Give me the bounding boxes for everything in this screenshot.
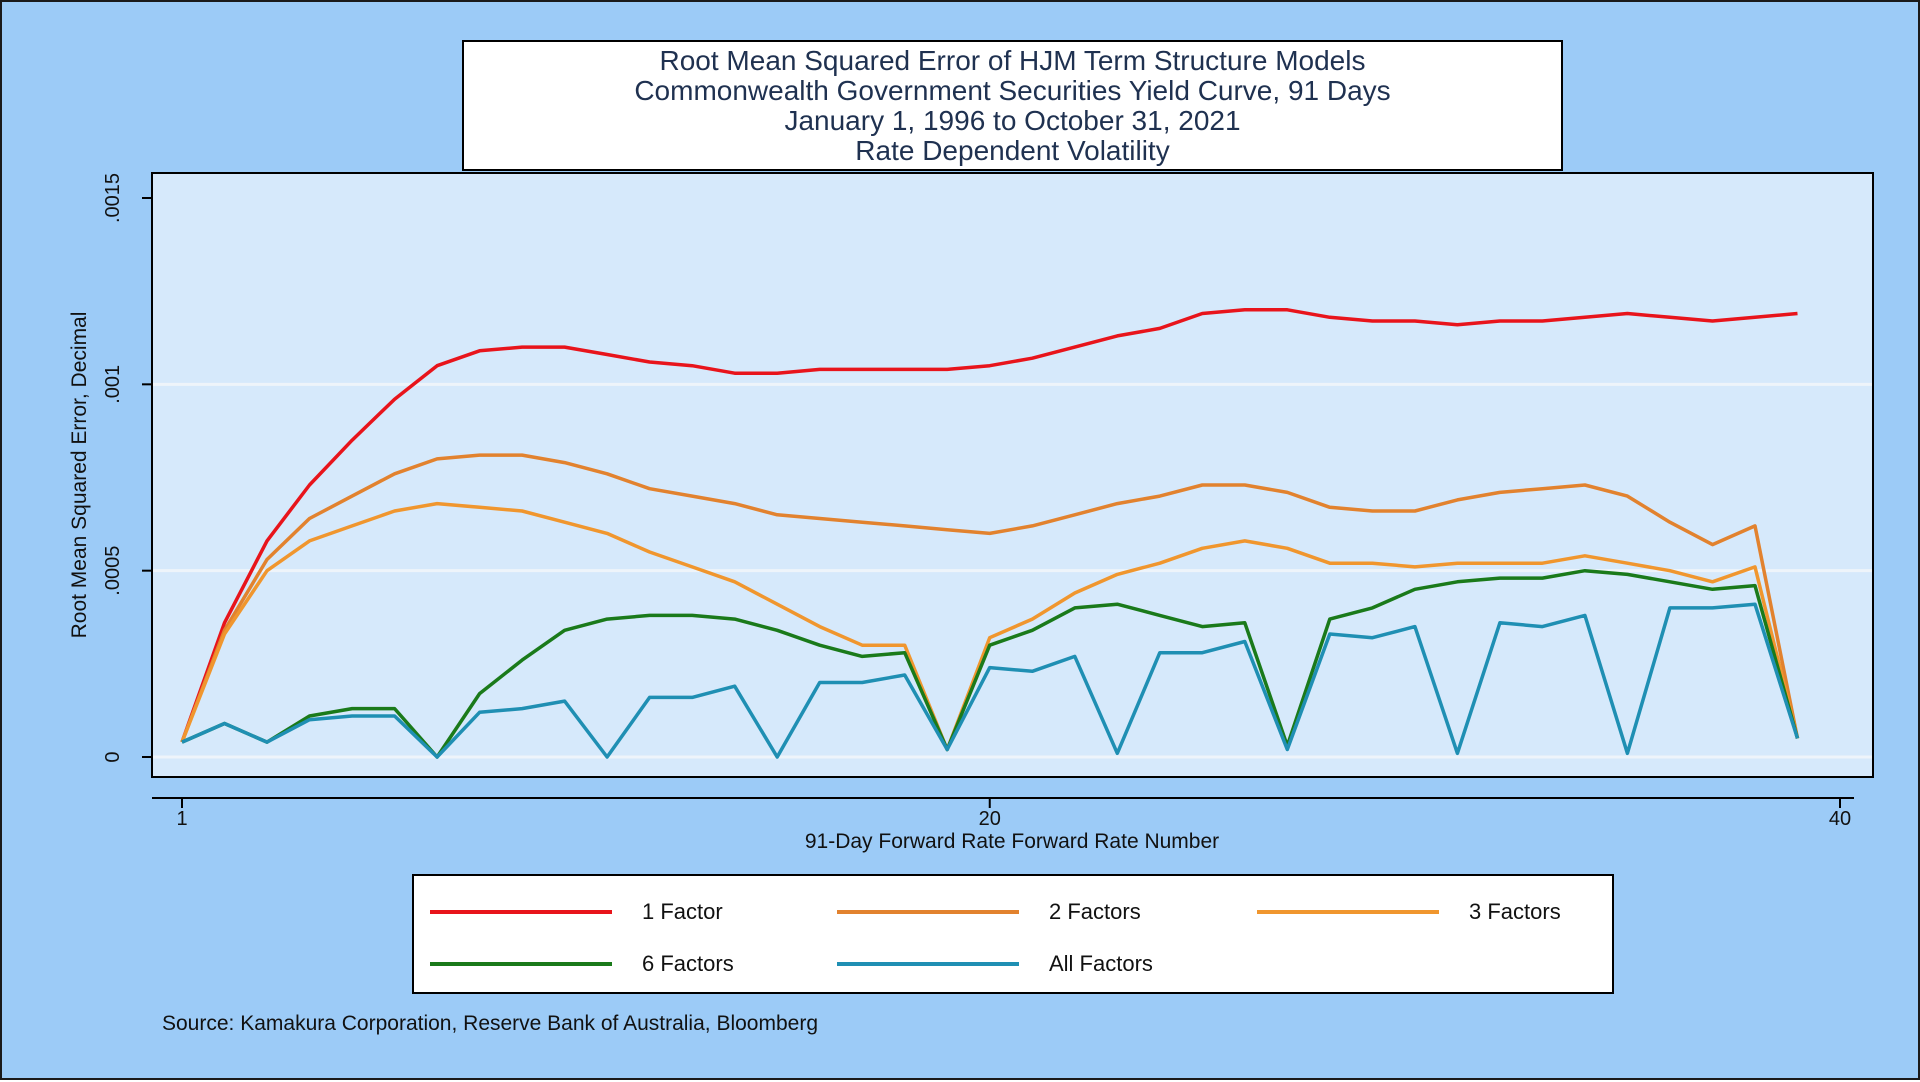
source-note: Source: Kamakura Corporation, Reserve Ba… xyxy=(162,1012,818,1035)
tick-labels: 0 .0005 .001 .0015 1 20 40 xyxy=(102,173,1851,830)
y-tick-label: 0 xyxy=(102,751,124,762)
legend-swatch xyxy=(837,910,1019,914)
chart-subtitle-1: Commonwealth Government Securities Yield… xyxy=(634,74,1391,106)
y-axis-title: Root Mean Squared Error, Decimal xyxy=(68,312,91,639)
y-tick-label: .001 xyxy=(102,365,124,404)
y-tick-label: .0005 xyxy=(102,546,124,596)
legend-label: 1 Factor xyxy=(642,899,723,924)
series-line-3-factors xyxy=(180,501,1800,752)
legend-swatch xyxy=(1257,910,1439,914)
x-tick-label: 20 xyxy=(979,808,1001,830)
legend-item-2-factors: 2 Factors xyxy=(837,897,1141,927)
chart-subtitle-2: January 1, 1996 to October 31, 2021 xyxy=(784,104,1241,136)
x-tick-label: 1 xyxy=(176,808,187,830)
x-axis-title: 91-Day Forward Rate Forward Rate Number xyxy=(805,830,1219,853)
x-tick-label: 40 xyxy=(1829,808,1851,830)
chart-title: Root Mean Squared Error of HJM Term Stru… xyxy=(659,44,1366,76)
plot-area xyxy=(151,172,1874,778)
y-tick-label: .0015 xyxy=(102,173,124,223)
chart-title-box: Root Mean Squared Error of HJM Term Stru… xyxy=(462,40,1563,171)
legend-item-all-factors: All Factors xyxy=(837,949,1153,979)
legend-label: 6 Factors xyxy=(642,951,734,976)
series-line-6-factors xyxy=(181,568,1800,759)
x-axis xyxy=(152,776,1873,808)
legend-label: 3 Factors xyxy=(1469,899,1561,924)
legend-item-6-factors: 6 Factors xyxy=(430,949,734,979)
series-lines xyxy=(180,308,1800,759)
legend-swatch xyxy=(430,962,612,966)
legend-item-1-factor: 1 Factor xyxy=(430,897,723,927)
legend-label: All Factors xyxy=(1049,951,1153,976)
chart-subtitle-3: Rate Dependent Volatility xyxy=(855,134,1170,166)
legend-swatch xyxy=(837,962,1019,966)
series-line-2-factors xyxy=(180,453,1800,743)
series-line-1-factor xyxy=(180,308,1798,743)
y-axis xyxy=(142,173,153,777)
legend-label: 2 Factors xyxy=(1049,899,1141,924)
series-line-all-factors xyxy=(181,602,1800,759)
legend-item-3-factors: 3 Factors xyxy=(1257,897,1561,927)
legend: 1 Factor 2 Factors 3 Factors 6 Factors A… xyxy=(412,874,1614,994)
legend-swatch xyxy=(430,910,612,914)
